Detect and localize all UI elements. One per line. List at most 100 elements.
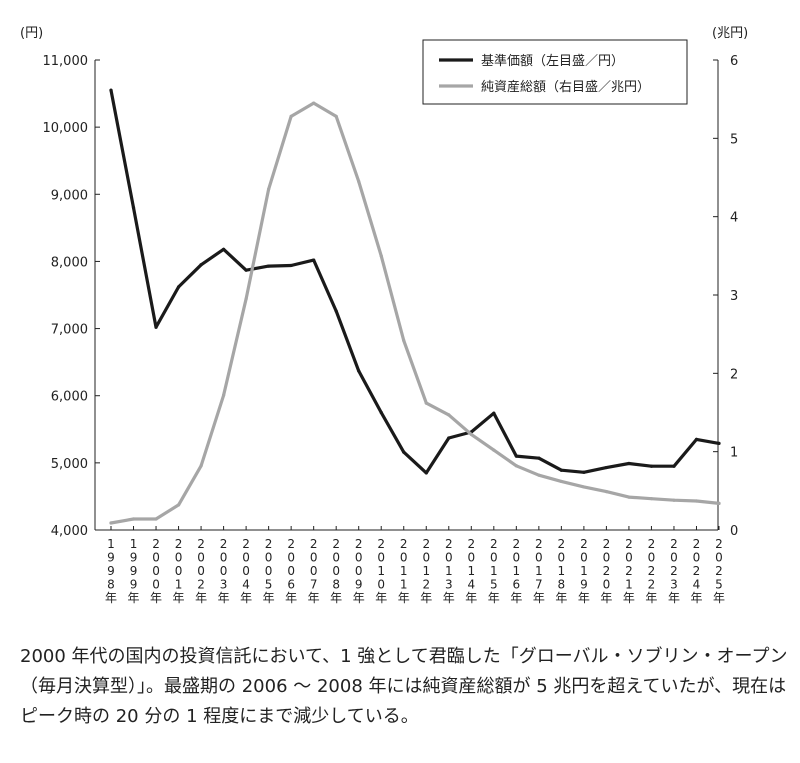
series-2-point (199, 464, 203, 468)
left-tick-label: 10,000 (43, 121, 89, 136)
series-2-point (334, 114, 338, 118)
series-2-point (154, 517, 158, 521)
series-line-1 (109, 88, 721, 475)
legend-label-2: 純資産総額（右目盛／兆円） (481, 79, 650, 95)
series-1-point (131, 206, 136, 210)
series-1-point (559, 468, 563, 472)
chart-series (109, 88, 721, 525)
left-tick-label: 11,000 (43, 54, 89, 69)
series-1-point (357, 369, 361, 373)
series-2-point (109, 521, 113, 525)
right-unit-label: (兆円) (712, 26, 748, 41)
series-1-point (649, 464, 654, 468)
series-1-point (267, 264, 271, 268)
series-1-point (109, 88, 113, 92)
series-1-point (334, 309, 338, 313)
legend-box (422, 39, 688, 105)
series-2-point (582, 485, 586, 489)
series-2-point (559, 479, 563, 484)
series-2-point (289, 114, 293, 118)
series-1-point (244, 268, 248, 272)
series-1-point (717, 441, 721, 445)
left-tick-label: 8,000 (51, 255, 88, 270)
series-2-point (604, 490, 609, 494)
caption: 2000 年代の国内の投資信託において、1 強として君臨した「グローバル・ソブリ… (20, 646, 788, 727)
series-1-point (424, 471, 428, 475)
chart-legend: 基準価額（左目盛／円） 純資産総額（右目盛／兆円） (422, 39, 688, 105)
series-1-point (379, 410, 383, 415)
series-2-point (221, 393, 226, 397)
series-1-point (154, 325, 158, 329)
series-1-point (537, 456, 541, 460)
series-1-point (514, 454, 518, 458)
right-tick-label: 2 (730, 367, 738, 382)
series-1-point (199, 263, 203, 267)
left-tick-label: 7,000 (51, 323, 88, 338)
right-tick-label: 5 (730, 132, 738, 147)
right-tick-label: 3 (730, 289, 738, 304)
series-2-point (357, 179, 361, 184)
series-2-point (244, 297, 248, 301)
legend-label-1: 基準価額（左目盛／円） (481, 53, 624, 69)
series-1-point (604, 465, 609, 470)
right-tick-label: 0 (730, 524, 738, 539)
chart-axes: (円) (兆円) 4,000 5,000 6,000 7,000 8,000 9,000 10,… (20, 26, 748, 605)
series-2-point (176, 503, 181, 507)
left-tick-label: 5,000 (51, 457, 88, 472)
series-2-point (694, 499, 699, 503)
left-tick-label: 4,000 (51, 524, 88, 539)
series-2-point (312, 101, 316, 105)
series-1-point (672, 464, 676, 468)
series-2-point (514, 464, 518, 468)
left-tick-label: 9,000 (51, 188, 88, 203)
right-tick-label: 1 (730, 446, 738, 461)
right-tick-label: 4 (730, 211, 738, 226)
right-tick-label: 6 (730, 54, 738, 69)
series-2-point (492, 448, 496, 452)
series-1-point (312, 258, 316, 262)
series-2-point (627, 495, 631, 499)
series-2-point (447, 413, 451, 417)
series-2-point (537, 473, 541, 477)
series-1-point (694, 437, 699, 441)
chart: (円) (兆円) 4,000 5,000 6,000 7,000 8,000 9,000 10,… (20, 26, 748, 605)
series-2-point (379, 254, 383, 258)
series-1-point (176, 285, 181, 289)
series-line-2 (109, 101, 721, 525)
series-1-point (627, 461, 631, 466)
series-2-point (649, 497, 654, 501)
series-1-point (582, 470, 586, 474)
series-1-point (221, 247, 226, 251)
left-unit-label: (円) (20, 26, 43, 41)
left-tick-label: 6,000 (51, 390, 88, 405)
series-2-point (267, 187, 271, 191)
series-1-point (492, 411, 496, 415)
series-2-point (402, 338, 406, 343)
